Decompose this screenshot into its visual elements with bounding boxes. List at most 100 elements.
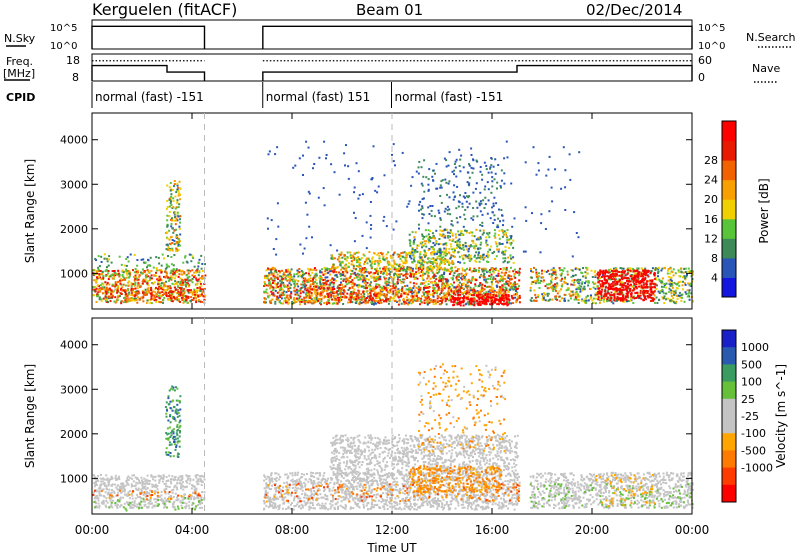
- range-cell: [108, 276, 111, 279]
- range-cell: [469, 286, 472, 289]
- range-cell: [330, 294, 333, 297]
- range-cell: [485, 298, 488, 301]
- range-cell: [392, 283, 395, 286]
- range-cell: [111, 273, 114, 276]
- range-cell: [326, 287, 329, 290]
- range-cell: [570, 297, 572, 300]
- range-cell: [504, 271, 507, 274]
- range-cell: [506, 303, 509, 306]
- range-cell: [158, 282, 161, 285]
- range-cell: [147, 275, 150, 278]
- range-cell: [268, 281, 271, 284]
- range-cell: [132, 269, 134, 272]
- range-cell: [632, 296, 634, 299]
- range-cell: [639, 274, 642, 277]
- range-cell: [184, 284, 187, 287]
- range-cell: [498, 300, 501, 303]
- range-cell: [407, 290, 410, 293]
- range-cell: [447, 293, 450, 296]
- range-cell: [472, 191, 475, 194]
- range-cell: [549, 298, 552, 301]
- range-cell: [499, 292, 502, 295]
- range-cell: [181, 299, 184, 301]
- range-cell: [294, 284, 297, 287]
- range-cell: [311, 269, 314, 271]
- range-cell: [472, 287, 475, 290]
- range-cell: [174, 288, 177, 291]
- range-cell: [421, 295, 424, 298]
- range-cell: [97, 289, 100, 291]
- range-cell: [690, 271, 693, 274]
- range-cell: [127, 299, 130, 302]
- range-cell: [415, 273, 418, 276]
- range-cell: [474, 243, 477, 246]
- range-cell: [498, 237, 501, 240]
- range-cell: [109, 300, 112, 303]
- range-cell: [516, 291, 519, 294]
- range-cell: [399, 266, 402, 269]
- range-cell: [198, 300, 200, 303]
- range-cell: [413, 236, 416, 239]
- range-cell: [138, 292, 141, 295]
- range-cell: [500, 288, 503, 291]
- range-cell: [449, 287, 452, 290]
- range-cell: [340, 277, 343, 280]
- range-cell: [610, 291, 613, 294]
- range-cell: [415, 271, 418, 274]
- range-cell: [327, 296, 330, 298]
- range-cell: [101, 270, 104, 273]
- range-cell: [587, 284, 590, 287]
- range-cell: [403, 278, 406, 281]
- range-cell: [489, 278, 492, 280]
- nsearch-top-tick: 10^5: [698, 23, 725, 34]
- range-cell: [535, 268, 538, 271]
- range-cell: [442, 233, 445, 236]
- range-cell: [442, 292, 445, 295]
- range-cell: [170, 200, 172, 203]
- range-cell: [421, 261, 424, 264]
- range-cell: [458, 201, 461, 204]
- range-cell: [504, 286, 507, 289]
- range-cell: [625, 268, 628, 271]
- range-cell: [167, 287, 170, 290]
- nsky-top-tick: 10^5: [50, 23, 77, 34]
- range-cell: [329, 282, 332, 285]
- range-cell: [686, 273, 688, 276]
- range-cell: [595, 291, 598, 294]
- range-cell: [453, 196, 456, 198]
- range-cell: [155, 295, 158, 298]
- range-cell: [361, 297, 364, 300]
- range-cell: [409, 271, 412, 274]
- range-cell: [427, 267, 430, 270]
- range-cell: [506, 261, 509, 264]
- range-cell: [489, 271, 491, 274]
- range-cell: [428, 168, 431, 171]
- range-cell: [188, 270, 191, 273]
- range-cell: [630, 297, 633, 300]
- range-cell: [162, 294, 164, 296]
- range-cell: [493, 178, 496, 181]
- range-cell: [433, 260, 436, 263]
- range-cell: [586, 268, 589, 271]
- range-cell: [166, 225, 169, 228]
- range-cell: [330, 287, 332, 290]
- range-cell: [478, 256, 481, 259]
- range-cell: [438, 279, 441, 282]
- range-cell: [415, 265, 418, 268]
- range-cell: [136, 259, 139, 261]
- range-cell: [501, 288, 504, 291]
- range-cell: [338, 253, 341, 256]
- range-cell: [410, 275, 413, 278]
- range-cell: [559, 299, 562, 302]
- range-cell: [461, 205, 464, 208]
- range-cell: [104, 288, 107, 291]
- range-cell: [510, 241, 513, 244]
- range-cell: [426, 299, 429, 302]
- range-cell: [422, 273, 425, 276]
- range-cell: [331, 258, 334, 260]
- range-cell: [348, 262, 351, 265]
- range-cell: [283, 273, 286, 276]
- range-cell: [512, 261, 515, 264]
- range-cell: [281, 294, 284, 297]
- range-cell: [352, 263, 355, 266]
